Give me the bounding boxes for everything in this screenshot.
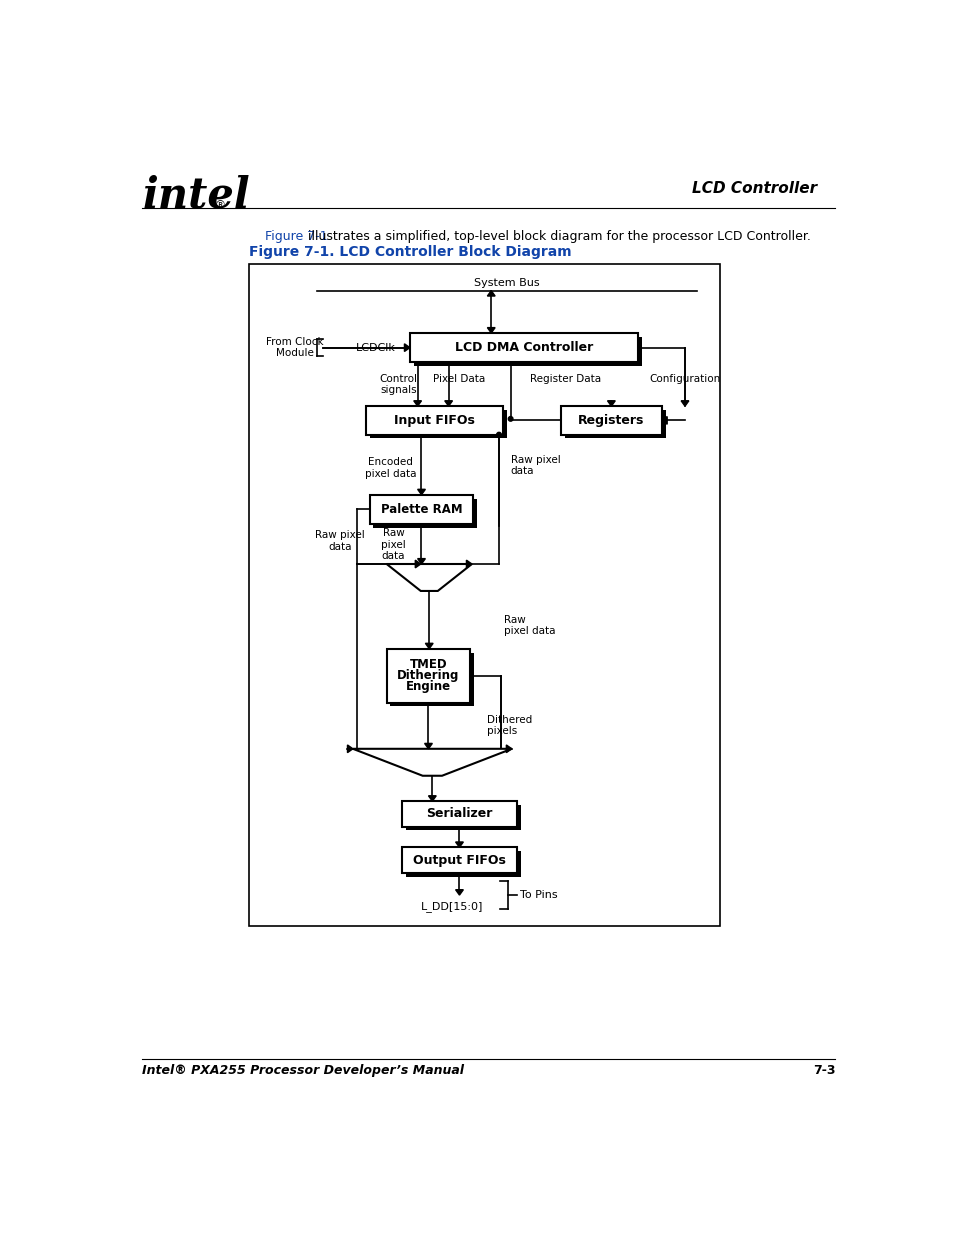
- Text: ®: ®: [214, 200, 225, 210]
- Text: Registers: Registers: [578, 414, 644, 427]
- Text: Figure 7-1. LCD Controller Block Diagram: Figure 7-1. LCD Controller Block Diagram: [249, 246, 572, 259]
- Polygon shape: [607, 401, 615, 406]
- Bar: [402, 847, 517, 873]
- Polygon shape: [386, 564, 472, 592]
- Polygon shape: [425, 643, 433, 648]
- Text: Raw
pixel data: Raw pixel data: [504, 615, 556, 636]
- Text: Palette RAM: Palette RAM: [380, 503, 462, 516]
- Bar: [564, 410, 665, 438]
- Text: Pixel Data: Pixel Data: [432, 374, 484, 384]
- Bar: [249, 264, 720, 926]
- Polygon shape: [404, 343, 410, 352]
- Text: TMED: TMED: [409, 658, 447, 672]
- Polygon shape: [353, 748, 511, 776]
- Text: From Clock
Module: From Clock Module: [266, 337, 324, 358]
- Text: illustrates a simplified, top-level block diagram for the processor LCD Controll: illustrates a simplified, top-level bloc…: [303, 230, 810, 243]
- Polygon shape: [444, 401, 452, 406]
- Bar: [369, 495, 473, 524]
- Polygon shape: [417, 558, 425, 564]
- Text: System Bus: System Bus: [474, 278, 539, 288]
- Polygon shape: [456, 889, 463, 895]
- Text: Raw pixel
data: Raw pixel data: [314, 530, 365, 552]
- Text: Register Data: Register Data: [530, 374, 600, 384]
- Text: Engine: Engine: [405, 680, 451, 693]
- Polygon shape: [428, 795, 436, 802]
- Text: Figure 7-1: Figure 7-1: [265, 230, 327, 243]
- Bar: [406, 805, 520, 830]
- Text: L_DD[15:0]: L_DD[15:0]: [420, 902, 482, 913]
- Text: LCDClk: LCDClk: [355, 342, 395, 353]
- Polygon shape: [456, 842, 463, 847]
- Bar: [402, 802, 517, 826]
- Text: Encoded
pixel data: Encoded pixel data: [364, 457, 416, 478]
- Polygon shape: [661, 416, 666, 425]
- Circle shape: [508, 416, 513, 421]
- Bar: [390, 652, 474, 706]
- Polygon shape: [680, 401, 688, 406]
- Polygon shape: [466, 561, 472, 568]
- Bar: [406, 851, 520, 877]
- Bar: [369, 410, 506, 438]
- Text: intel: intel: [143, 175, 251, 217]
- Text: Raw pixel
data: Raw pixel data: [510, 454, 559, 477]
- Polygon shape: [415, 561, 420, 568]
- Text: Dithered
pixels: Dithered pixels: [487, 715, 532, 736]
- Circle shape: [497, 432, 500, 437]
- Polygon shape: [487, 327, 495, 333]
- Text: Dithering: Dithering: [396, 669, 459, 682]
- Text: Raw
pixel
data: Raw pixel data: [381, 529, 406, 562]
- Polygon shape: [506, 745, 511, 752]
- Polygon shape: [414, 401, 421, 406]
- Text: Output FIFOs: Output FIFOs: [413, 853, 505, 867]
- Polygon shape: [417, 489, 425, 495]
- Text: Configuration: Configuration: [649, 374, 720, 384]
- Text: Serializer: Serializer: [426, 808, 492, 820]
- Polygon shape: [487, 290, 495, 296]
- Text: LCD DMA Controller: LCD DMA Controller: [455, 341, 593, 354]
- Bar: [410, 333, 638, 362]
- Bar: [560, 406, 661, 435]
- Text: Intel® PXA255 Processor Developer’s Manual: Intel® PXA255 Processor Developer’s Manu…: [142, 1065, 464, 1077]
- Polygon shape: [347, 745, 353, 752]
- Text: Input FIFOs: Input FIFOs: [394, 414, 475, 427]
- Text: 7-3: 7-3: [812, 1065, 835, 1077]
- Polygon shape: [424, 743, 432, 748]
- Bar: [365, 406, 502, 435]
- Bar: [414, 337, 641, 366]
- Text: To Pins: To Pins: [519, 890, 557, 900]
- Bar: [386, 648, 470, 703]
- Text: Control
signals: Control signals: [379, 374, 416, 395]
- Bar: [373, 499, 476, 527]
- Text: LCD Controller: LCD Controller: [692, 180, 817, 195]
